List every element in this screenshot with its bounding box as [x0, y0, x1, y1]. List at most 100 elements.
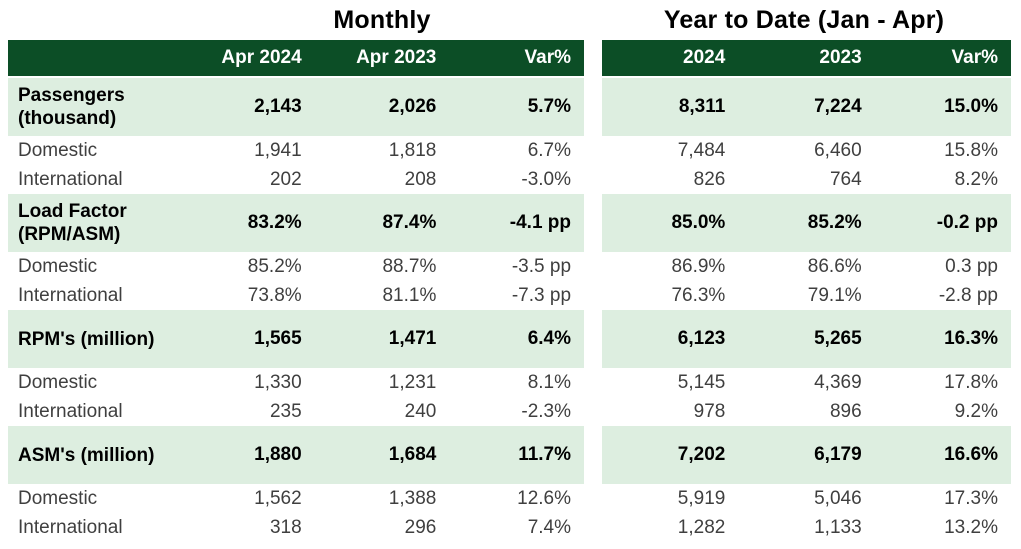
- row-passengers: Passengers (thousand) 2,143 2,026 5.7%: [8, 78, 584, 136]
- value-cell: 7,224: [814, 96, 862, 117]
- row-label: ASM's (million): [18, 444, 155, 466]
- value-cell: 7.4%: [527, 516, 572, 538]
- value-cell: 76.3%: [671, 284, 726, 306]
- row-label: International: [18, 285, 123, 306]
- header-var-pct: Var%: [524, 47, 572, 68]
- row-label: Domestic: [18, 372, 98, 393]
- row-international: 1,282 1,133 13.2%: [602, 513, 1011, 542]
- value-cell: 4,369: [814, 371, 862, 393]
- row-asms: 7,202 6,179 16.6%: [602, 426, 1011, 484]
- value-cell: -0.2 pp: [936, 212, 998, 233]
- value-cell: 17.8%: [944, 371, 998, 393]
- monthly-table: Apr 2024 Apr 2023 Var% Passengers (thous…: [8, 40, 584, 542]
- value-cell: 235: [269, 400, 302, 422]
- ytd-section-title: Year to Date (Jan - Apr): [663, 6, 945, 34]
- value-cell: 0.3 pp: [945, 255, 998, 277]
- value-cell: 85.2%: [247, 255, 302, 277]
- row-international: International 318 296 7.4%: [8, 513, 584, 542]
- value-cell: 85.0%: [671, 212, 726, 233]
- value-cell: 896: [829, 400, 862, 422]
- value-cell: 1,330: [254, 371, 302, 393]
- row-domestic: Domestic 1,562 1,388 12.6%: [8, 484, 584, 513]
- value-cell: 81.1%: [382, 284, 437, 306]
- row-domestic: Domestic 85.2% 88.7% -3.5 pp: [8, 252, 584, 281]
- row-label: Domestic: [18, 140, 98, 161]
- value-cell: 83.2%: [247, 212, 302, 233]
- row-load-factor: 85.0% 85.2% -0.2 pp: [602, 194, 1011, 252]
- value-cell: 86.9%: [671, 255, 726, 277]
- value-cell: 1,282: [677, 516, 726, 538]
- value-cell: 7,484: [677, 139, 726, 161]
- value-cell: 2,026: [388, 96, 437, 117]
- row-domestic: Domestic 1,330 1,231 8.1%: [8, 368, 584, 397]
- row-label: International: [18, 517, 123, 538]
- ytd-header-row: 2024 2023 Var%: [602, 40, 1011, 78]
- value-cell: 2,143: [254, 96, 302, 117]
- value-cell: 6,460: [814, 139, 862, 161]
- row-international: 826 764 8.2%: [602, 165, 1011, 194]
- value-cell: 826: [693, 168, 726, 190]
- ytd-table: 2024 2023 Var% 8,311 7,224 15.0% 7,484 6…: [602, 40, 1011, 542]
- row-label: RPM's (million): [18, 328, 155, 350]
- value-cell: 8.1%: [527, 371, 572, 393]
- value-cell: 1,818: [388, 139, 437, 161]
- value-cell: 1,565: [254, 328, 302, 349]
- row-domestic: 86.9% 86.6% 0.3 pp: [602, 252, 1011, 281]
- header-var-pct: Var%: [951, 47, 998, 68]
- value-cell: 6,123: [677, 328, 726, 349]
- value-cell: 296: [404, 516, 437, 538]
- value-cell: 5,046: [814, 487, 862, 509]
- row-domestic: 5,919 5,046 17.3%: [602, 484, 1011, 513]
- row-international: International 235 240 -2.3%: [8, 397, 584, 426]
- value-cell: 1,388: [388, 487, 437, 509]
- value-cell: 13.2%: [944, 516, 998, 538]
- value-cell: 5,265: [814, 328, 862, 349]
- header-2023: 2023: [819, 47, 862, 68]
- value-cell: 5,919: [677, 487, 726, 509]
- row-label: Passengers (thousand): [18, 85, 125, 129]
- value-cell: 15.0%: [944, 96, 998, 117]
- value-cell: 17.3%: [944, 487, 998, 509]
- value-cell: 11.7%: [518, 444, 572, 465]
- row-rpms: RPM's (million) 1,565 1,471 6.4%: [8, 310, 584, 368]
- row-asms: ASM's (million) 1,880 1,684 11.7%: [8, 426, 584, 484]
- value-cell: 87.4%: [382, 212, 437, 233]
- value-cell: 88.7%: [382, 255, 437, 277]
- value-cell: 1,941: [254, 139, 302, 161]
- header-2024: 2024: [683, 47, 726, 68]
- value-cell: 6.4%: [527, 328, 572, 349]
- row-domestic: 7,484 6,460 15.8%: [602, 136, 1011, 165]
- value-cell: 7,202: [677, 444, 726, 465]
- value-cell: 86.6%: [807, 255, 862, 277]
- value-cell: 9.2%: [954, 400, 998, 422]
- value-cell: 764: [829, 168, 862, 190]
- header-apr-2023: Apr 2023: [356, 47, 437, 68]
- row-label: Load Factor (RPM/ASM): [18, 201, 127, 245]
- row-passengers: 8,311 7,224 15.0%: [602, 78, 1011, 136]
- value-cell: 1,231: [388, 371, 437, 393]
- monthly-section-title: Monthly: [333, 6, 431, 34]
- row-label: Domestic: [18, 488, 98, 509]
- value-cell: 1,471: [388, 328, 437, 349]
- value-cell: 73.8%: [247, 284, 302, 306]
- row-international: 76.3% 79.1% -2.8 pp: [602, 281, 1011, 310]
- value-cell: 8.2%: [954, 168, 998, 190]
- value-cell: 1,562: [254, 487, 302, 509]
- value-cell: 202: [269, 168, 302, 190]
- monthly-header-row: Apr 2024 Apr 2023 Var%: [8, 40, 584, 78]
- value-cell: -7.3 pp: [511, 284, 572, 306]
- value-cell: 978: [693, 400, 726, 422]
- value-cell: 79.1%: [807, 284, 862, 306]
- row-label: International: [18, 169, 123, 190]
- value-cell: 8,311: [678, 96, 726, 117]
- value-cell: -4.1 pp: [509, 212, 572, 233]
- row-rpms: 6,123 5,265 16.3%: [602, 310, 1011, 368]
- value-cell: -2.3%: [521, 400, 572, 422]
- value-cell: 5,145: [677, 371, 726, 393]
- value-cell: 16.3%: [944, 328, 998, 349]
- value-cell: 6.7%: [527, 139, 572, 161]
- value-cell: 85.2%: [807, 212, 862, 233]
- value-cell: 318: [269, 516, 302, 538]
- value-cell: 208: [404, 168, 437, 190]
- value-cell: 16.6%: [944, 444, 998, 465]
